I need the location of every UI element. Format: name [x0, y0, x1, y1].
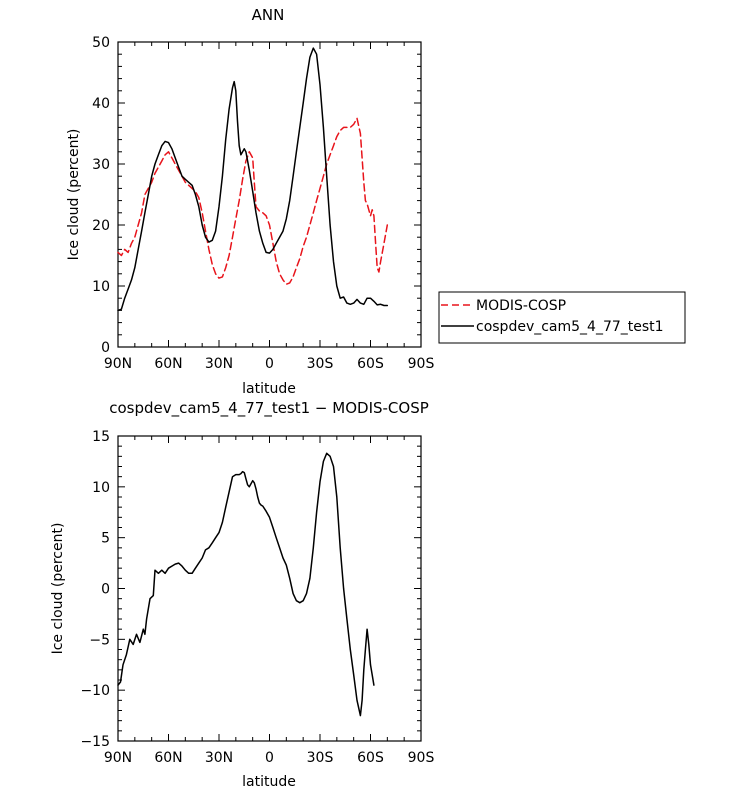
top-series-line-0 [117, 117, 389, 285]
bottom-y-tick-label: −10 [80, 683, 110, 699]
top-y-tick-label: 40 [92, 96, 110, 112]
bottom-axes: 90N 60N 30N 0 30S 60S 90S −15 −10 −5 0 5 10 15 [80, 429, 434, 766]
bottom-x-tick-label: 60N [154, 750, 182, 766]
top-chart-title: ANN [252, 6, 285, 24]
top-panel: ANN 90N 60N 30N 0 30S 60S 90S 0 10 20 30 40 50 Ice c… [66, 6, 686, 397]
top-plot-frame [117, 41, 422, 348]
top-x-axis-label: latitude [242, 381, 296, 397]
bottom-chart-title: cospdev_cam5_4_77_test1 − MODIS-COSP [109, 399, 429, 418]
legend-label-modis-cosp: MODIS-COSP [476, 298, 566, 314]
top-x-tick-label: 90N [104, 356, 132, 372]
top-y-tick-label: 30 [92, 157, 110, 173]
top-x-tick-label: 60S [357, 356, 384, 372]
top-y-tick-label: 50 [92, 35, 110, 51]
top-series-group [117, 47, 389, 312]
bottom-panel: cospdev_cam5_4_77_test1 − MODIS-COSP 90N… [50, 399, 434, 790]
bottom-y-tick-label: 0 [101, 582, 110, 598]
bottom-series-group [117, 452, 375, 717]
top-y-tick-label: 0 [101, 340, 110, 356]
bottom-y-tick-label: 15 [92, 429, 110, 445]
top-y-tick-label: 20 [92, 218, 110, 234]
top-x-tick-label: 30N [205, 356, 233, 372]
bottom-x-tick-label: 0 [265, 750, 274, 766]
bottom-x-tick-label: 90N [104, 750, 132, 766]
bottom-y-tick-label: −15 [80, 734, 110, 750]
top-y-axis-label: Ice cloud (percent) [66, 129, 82, 261]
bottom-x-tick-label: 90S [408, 750, 435, 766]
bottom-y-tick-label: −5 [89, 632, 110, 648]
top-axes: 90N 60N 30N 0 30S 60S 90S 0 10 20 30 40 50 [92, 35, 434, 372]
bottom-y-axis-label: Ice cloud (percent) [50, 523, 66, 655]
bottom-x-axis-label: latitude [242, 774, 296, 790]
bottom-y-tick-label: 5 [101, 531, 110, 547]
top-series-line-1 [117, 47, 389, 312]
bottom-y-tick-label: 10 [92, 480, 110, 496]
top-x-tick-label: 0 [265, 356, 274, 372]
legend: MODIS-COSP cospdev_cam5_4_77_test1 [438, 291, 686, 344]
legend-box [438, 291, 686, 344]
legend-label-cospdev: cospdev_cam5_4_77_test1 [476, 319, 664, 335]
top-x-tick-label: 90S [408, 356, 435, 372]
bottom-series-line-0 [117, 452, 375, 717]
bottom-plot-frame [117, 435, 422, 742]
top-x-tick-label: 30S [307, 356, 334, 372]
top-y-tick-label: 10 [92, 279, 110, 295]
bottom-x-tick-label: 30S [307, 750, 334, 766]
bottom-x-tick-label: 60S [357, 750, 384, 766]
bottom-x-tick-label: 30N [205, 750, 233, 766]
top-x-tick-label: 60N [154, 356, 182, 372]
